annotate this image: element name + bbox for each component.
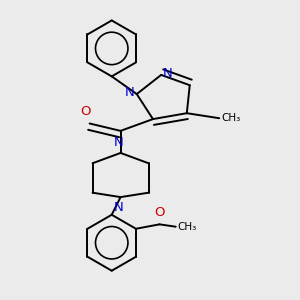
Text: O: O [80, 105, 91, 118]
Text: N: N [114, 136, 124, 149]
Text: N: N [163, 67, 172, 80]
Text: O: O [154, 206, 165, 219]
Text: N: N [114, 201, 124, 214]
Text: CH₃: CH₃ [177, 222, 196, 232]
Text: CH₃: CH₃ [221, 113, 241, 123]
Text: N: N [124, 86, 134, 99]
